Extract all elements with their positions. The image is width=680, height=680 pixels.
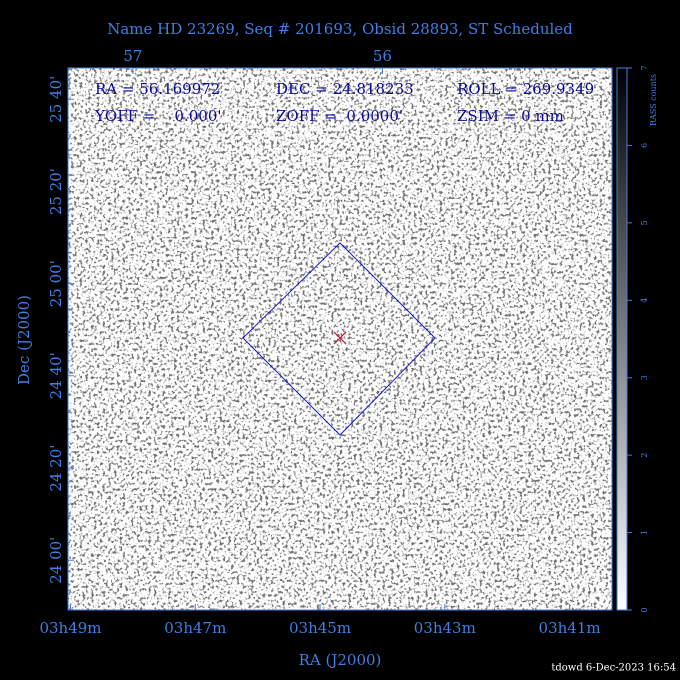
colorbar-tick-label: 7 [640, 65, 649, 70]
x-tick-label: 03h43m [414, 619, 476, 637]
info-text: ZSIM = 0 mm [457, 107, 564, 125]
colorbar-tick-label: 4 [640, 298, 649, 303]
colorbar-tick-label: 3 [640, 375, 649, 380]
plot-frame [67, 67, 613, 611]
info-text: ZOFF = 0.0000' [276, 107, 403, 125]
info-text: DEC = 24.818233 [276, 80, 414, 98]
y-tick-label: 25 40' [47, 76, 65, 123]
y-tick-label: 24 40' [47, 352, 65, 399]
x-tick-label: 03h45m [289, 619, 351, 637]
y-tick-label: 24 00' [47, 537, 65, 584]
info-text: YOFF = 0.000' [94, 107, 222, 125]
colorbar [616, 67, 628, 611]
x2-tick-label: 57 [123, 47, 142, 65]
y-tick-label: 24 20' [47, 445, 65, 492]
colorbar-tick-label: 5 [640, 220, 649, 225]
target-marker [333, 331, 347, 345]
detector-outline [242, 242, 436, 436]
x-tick-label: 03h47m [164, 619, 226, 637]
y-tick-label: 25 00' [47, 260, 65, 307]
x-axis-title: RA (J2000) [299, 651, 382, 669]
footer: tdowd 6-Dec-2023 16:54 [551, 663, 676, 674]
colorbar-tick-label: 6 [640, 143, 649, 148]
y-axis-title: Dec (J2000) [15, 295, 33, 385]
chart-title: Name HD 23269, Seq # 201693, Obsid 28893… [107, 20, 573, 38]
x-tick-label: 03h49m [39, 619, 101, 637]
colorbar-tick-label: 0 [640, 607, 649, 612]
y-tick-label: 25 20' [47, 168, 65, 215]
info-text: ROLL = 269.9349 [457, 80, 594, 98]
colorbar-tick-label: 1 [640, 530, 649, 535]
colorbar-label: RASS counts [649, 74, 658, 126]
info-text: RA = 56.169972 [95, 80, 220, 98]
sky-image [68, 68, 612, 610]
colorbar-tick-label: 2 [640, 453, 649, 458]
x-tick-label: 03h41m [539, 619, 601, 637]
x2-tick-label: 56 [373, 47, 392, 65]
